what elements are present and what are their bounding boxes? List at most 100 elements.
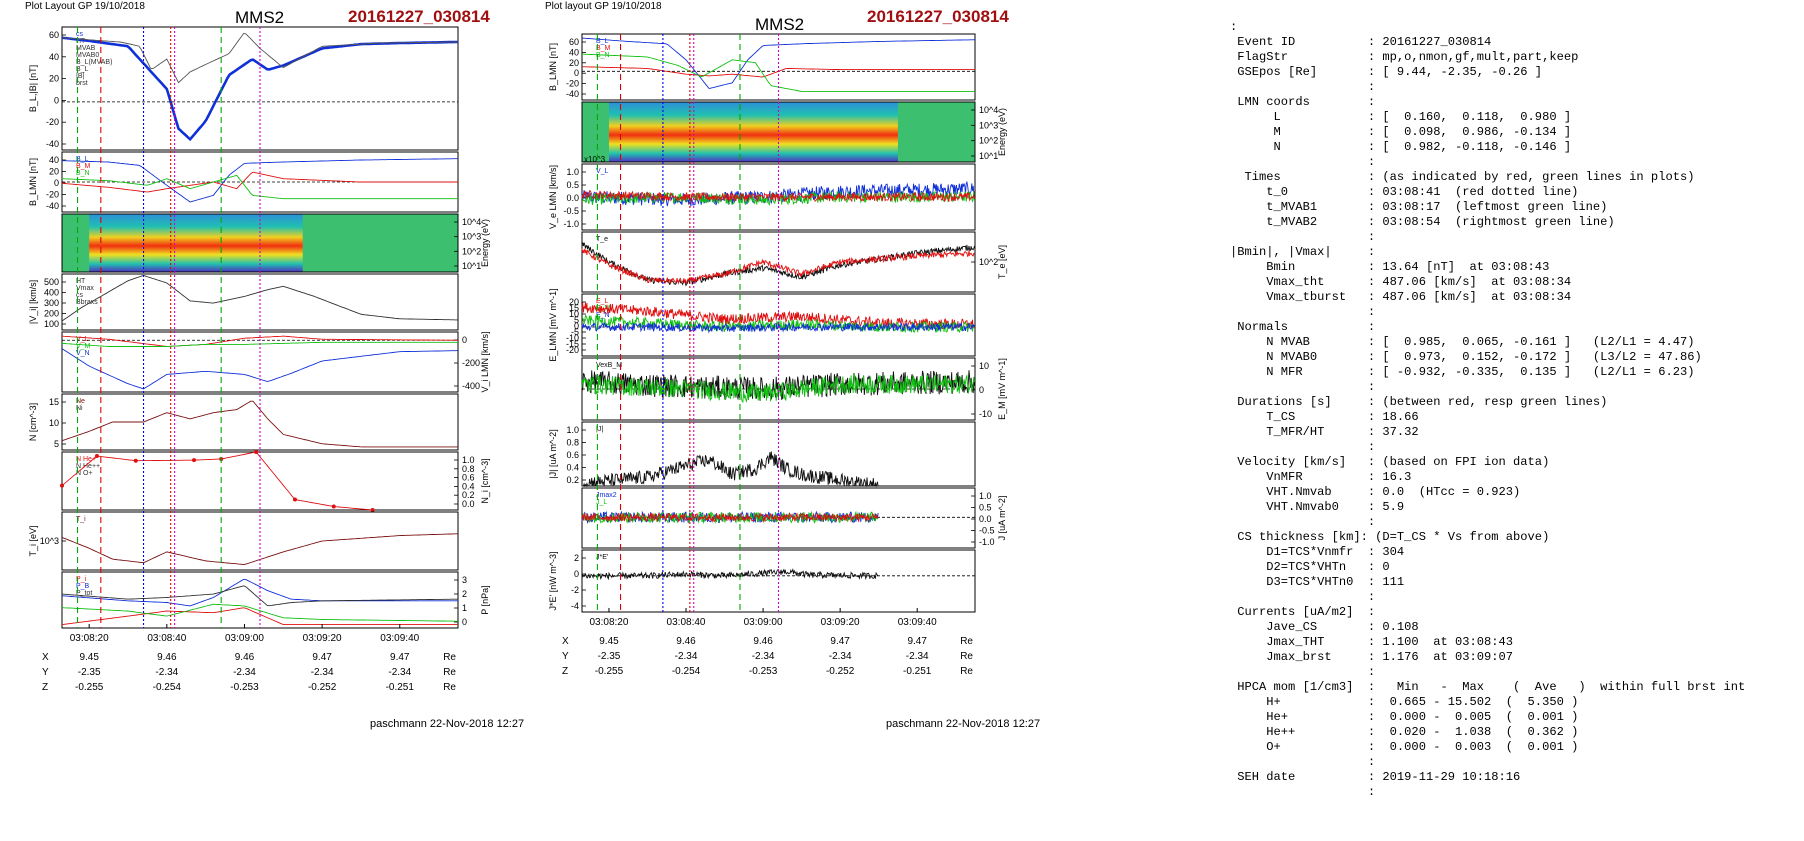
legend-entry: Jmax2: [596, 492, 617, 499]
y-axis-label: T_i [eV]: [28, 525, 38, 556]
y-tick-label: 0: [574, 68, 579, 78]
summary-line: Velocity [km/s] : (based on FPI ion data…: [1230, 455, 1550, 469]
y-tick-label: 0: [54, 95, 59, 105]
summary-line: :: [1230, 755, 1376, 769]
summary-line: :: [1230, 305, 1376, 319]
y-tick-label: 10^4: [979, 105, 998, 115]
legend-entry: brst: [76, 80, 88, 87]
y-tick-label: 10: [49, 418, 59, 428]
y-axis-label: B_LMN [nT]: [28, 158, 38, 206]
y-tick-label: 10^2: [462, 246, 481, 256]
unit-multiplier: x10^3: [584, 155, 606, 164]
y-tick-label: 0: [462, 335, 467, 345]
series-line: [581, 302, 975, 330]
summary-line: :: [1230, 440, 1376, 454]
y-tick-label: 1.0: [462, 455, 475, 465]
panel-4: 0 -200 -400 V_i LMN [km/s] V_LV_MV_N: [61, 331, 490, 393]
legend-entry: V_L: [596, 168, 609, 175]
y-tick-label: 40: [569, 47, 579, 57]
position-value: 9.46: [753, 636, 773, 647]
legend-entry: J_L: [596, 499, 607, 506]
series-line: [581, 37, 976, 90]
y-tick-label: 200: [44, 309, 59, 319]
legend-entry: MVAB0: [76, 52, 99, 59]
y-tick-label: 40: [49, 52, 59, 62]
position-value: -2.34: [829, 651, 852, 662]
y-tick-label: 0.0: [979, 514, 992, 524]
summary-line: He+ : 0.000 - 0.005 ( 0.001 ): [1230, 710, 1579, 724]
right-spacecraft-title: MMS2: [755, 15, 805, 34]
data-point: [60, 483, 64, 488]
position-value: -2.34: [752, 651, 775, 662]
summary-line: L : [ 0.160, 0.118, 0.980 ]: [1230, 110, 1572, 124]
y-axis-label: |J| [uA m^-2]: [548, 429, 558, 478]
summary-line: SEH date : 2019-11-29 10:18:16: [1230, 770, 1521, 784]
y-tick-label: -40: [46, 139, 59, 149]
x-tick-label: 03:09:20: [303, 633, 342, 644]
position-value: -0.255: [595, 666, 624, 677]
y-tick-label: -1.0: [563, 219, 579, 229]
y-tick-label: -40: [566, 89, 579, 99]
panel-3: 10^2T_e [eV] T_e: [581, 231, 1007, 293]
summary-line: :: [1230, 230, 1376, 244]
y-tick-label: -40: [46, 201, 59, 211]
panel-6: 1.00.80.60.40.20.0 N_i [cm^-3] N He+N He++…: [60, 450, 490, 512]
legend-entry: T_i: [76, 516, 86, 523]
left-footer: paschmann 22-Nov-2018 12:27: [370, 718, 525, 730]
summary-line: VHT.Nmvab : 0.0 (HTcc = 0.923): [1230, 485, 1521, 499]
y-tick-label: 3: [462, 575, 467, 585]
panel-6: 1.0 0.8 0.6 0.4 0.2 |J| [uA m^-2] |J|: [548, 421, 976, 488]
y-tick-label: 0.4: [462, 481, 475, 491]
panel-frame: [61, 273, 459, 331]
summary-line: Durations [s] : (between red, resp green…: [1230, 395, 1608, 409]
y-axis-label: E_M [mV m^-1]: [997, 358, 1007, 420]
x-tick-label: 03:09:00: [225, 633, 264, 644]
y-tick-label: 1: [462, 603, 467, 613]
series-line: [61, 451, 372, 511]
summary-line: VnMFR : 16.3: [1230, 470, 1412, 484]
legend-entry: B_M: [596, 45, 611, 52]
series-line: [61, 607, 458, 626]
summary-line: :: [1230, 20, 1238, 34]
position-value: 9.47: [830, 636, 850, 647]
left-spacecraft-title: MMS2: [235, 8, 285, 27]
summary-line: N MVAB : [ 0.985, 0.065, -0.161 ] (L2/L1…: [1230, 335, 1695, 349]
y-axis-label: P [nPa]: [480, 585, 490, 614]
y-tick-label: 40: [49, 155, 59, 165]
right-plot-layout-label: Plot layout GP 19/10/2018: [545, 1, 662, 12]
y-tick-label: 0.0: [566, 193, 579, 203]
y-tick-label: 0.2: [462, 490, 475, 500]
position-value: -2.34: [388, 667, 411, 678]
y-tick-label: 0.2: [566, 475, 579, 485]
summary-line: :: [1230, 80, 1376, 94]
legend-entry: |J|: [596, 426, 603, 433]
y-axis-label: V_i LMN [km/s]: [480, 331, 490, 392]
y-tick-label: 0.8: [462, 464, 475, 474]
legend-entry: B_N: [596, 52, 610, 59]
summary-line: D2=TCS*VHTn : 0: [1230, 560, 1390, 574]
y-tick-label: 10^1: [979, 151, 998, 161]
position-unit: Re: [443, 682, 456, 693]
y-tick-label: 15: [569, 303, 579, 313]
summary-line: :: [1230, 380, 1376, 394]
summary-line: :: [1230, 590, 1376, 604]
y-tick-label: 0.6: [566, 450, 579, 460]
series-line: [62, 158, 458, 203]
position-value: -2.35: [598, 651, 621, 662]
legend-entry: B_L: [596, 38, 609, 45]
position-value: 9.46: [157, 652, 177, 663]
summary-line: :: [1230, 155, 1376, 169]
position-value: -0.254: [672, 666, 701, 677]
y-tick-label: 10: [569, 309, 579, 319]
spectrogram-band: [608, 102, 898, 162]
summary-line: T_MFR/HT : 37.32: [1230, 425, 1419, 439]
y-tick-label: -4: [571, 601, 579, 611]
series-line: [581, 568, 879, 581]
summary-line: LMN coords :: [1230, 95, 1376, 109]
y-tick-label: 0.5: [979, 503, 992, 513]
y-tick-label: 10^3: [462, 232, 481, 242]
legend-entry: HT: [76, 278, 86, 285]
